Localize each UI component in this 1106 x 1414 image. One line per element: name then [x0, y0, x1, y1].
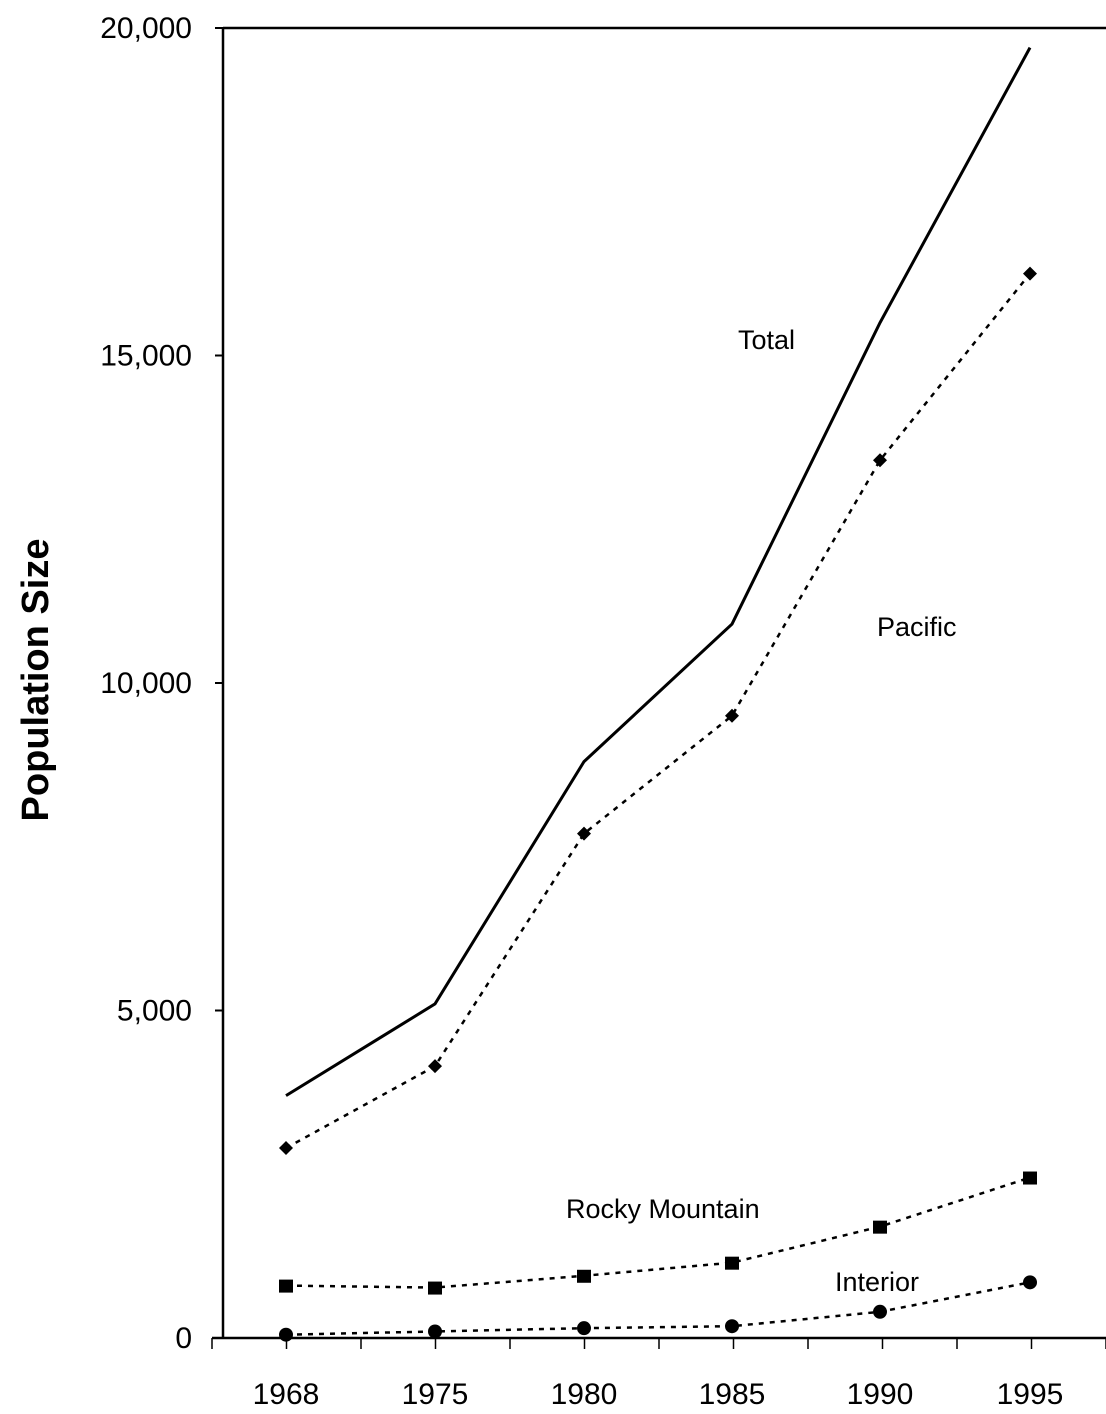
x-tick-label: 1995	[997, 1378, 1064, 1411]
y-axis-title: Population Size	[15, 539, 57, 822]
data-point-rocky-mountain	[428, 1281, 442, 1295]
x-tick-label: 1990	[847, 1378, 914, 1411]
data-point-rocky-mountain	[873, 1220, 887, 1234]
series-label-interior: Interior	[835, 1267, 919, 1297]
data-point-interior	[428, 1324, 442, 1339]
x-tick-label: 1968	[253, 1378, 320, 1411]
data-point-interior	[577, 1321, 591, 1336]
data-point-rocky-mountain	[577, 1269, 591, 1283]
data-point-interior	[1023, 1275, 1037, 1290]
series-labels: Total Pacific Rocky Mountain Interior	[566, 325, 957, 1297]
x-tick-label: 1980	[551, 1378, 618, 1411]
series-label-total: Total	[738, 325, 795, 355]
data-point-interior	[279, 1327, 293, 1342]
data-point-pacific	[725, 708, 739, 723]
y-tick-label: 15,000	[100, 340, 192, 373]
series-layer	[279, 46, 1037, 1342]
y-axis-label: Population Size	[15, 539, 57, 822]
data-point-pacific	[279, 1141, 293, 1156]
data-point-pacific	[428, 1059, 442, 1074]
series-line-total	[285, 46, 1032, 1097]
series-label-rocky-mountain: Rocky Mountain	[566, 1194, 760, 1224]
data-point-interior	[873, 1304, 887, 1319]
data-point-interior	[725, 1319, 739, 1334]
y-tick-label: 5,000	[117, 995, 192, 1028]
data-point-rocky-mountain	[279, 1279, 293, 1293]
y-tick-label: 10,000	[100, 667, 192, 700]
series-line-pacific	[285, 272, 1031, 1150]
series-label-pacific: Pacific	[877, 612, 957, 642]
x-tick-label: 1985	[699, 1378, 766, 1411]
x-tick-label: 1975	[402, 1378, 469, 1411]
y-tick-label: 20,000	[100, 12, 192, 45]
series-line-rocky-mountain	[285, 1176, 1031, 1289]
axes: 0 5,000 10,000 15,000 20,000 1968 1975 1980 1985…	[100, 12, 1106, 1411]
y-tick-label: 0	[175, 1322, 192, 1355]
data-point-pacific	[873, 453, 887, 468]
data-point-rocky-mountain	[1023, 1171, 1037, 1185]
data-point-pacific	[1023, 266, 1037, 281]
data-point-pacific	[577, 826, 591, 841]
series-line-interior	[285, 1281, 1031, 1336]
data-point-rocky-mountain	[725, 1256, 739, 1270]
